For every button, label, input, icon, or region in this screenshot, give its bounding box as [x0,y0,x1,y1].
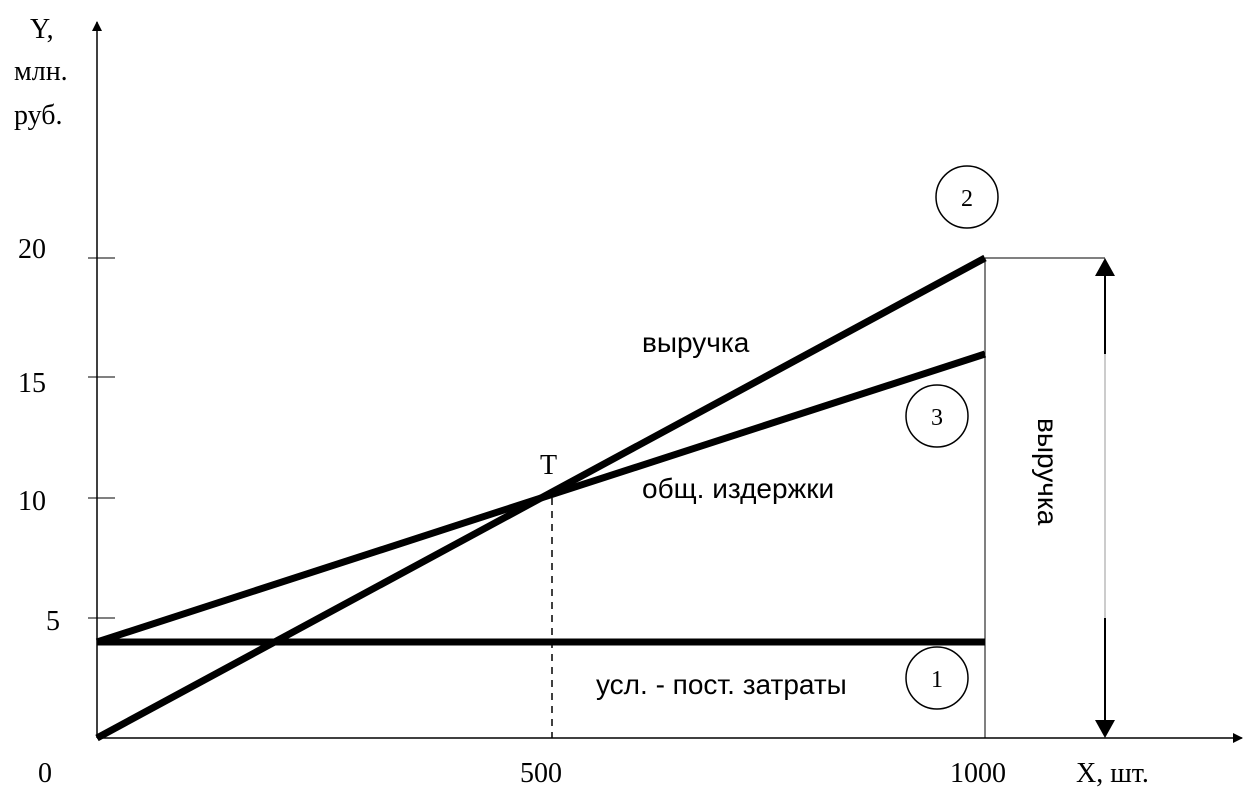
marker-1-label: 1 [931,667,943,693]
marker-3-label: 3 [931,405,943,431]
x-axis-label: X, шт. [1076,758,1149,787]
y-tick-label-5: 5 [46,606,60,637]
revenue-line [95,254,987,742]
marker-2-label: 2 [961,186,973,212]
revenue-bracket-label: выручка [1032,418,1063,526]
revenue-bracket-top-arrow [1095,258,1115,276]
origin-label: 0 [38,758,52,787]
y-tick-label-15: 15 [18,368,46,399]
y-tick-label-20: 20 [18,234,46,265]
marker-1-circle: 1 [905,646,969,710]
marker-2-circle: 2 [935,165,999,229]
marker-3-circle: 3 [905,384,969,448]
y-axis-label-line-2: млн. [14,56,68,87]
break-even-label: Т [540,450,557,481]
total-costs-label: общ. издержки [642,473,834,504]
x-tick-label-1000: 1000 [950,758,1006,787]
x-tick-label-500: 500 [520,758,562,787]
y-axis-label-line-3: руб. [14,100,63,131]
y-axis-label-line-1: Y, [30,14,54,45]
y-tick-label-10: 10 [18,486,46,517]
revenue-label: выручка [642,327,750,358]
fixed-costs-label: усл. - пост. затраты [596,669,847,700]
revenue-bracket-bottom-arrow [1095,720,1115,738]
